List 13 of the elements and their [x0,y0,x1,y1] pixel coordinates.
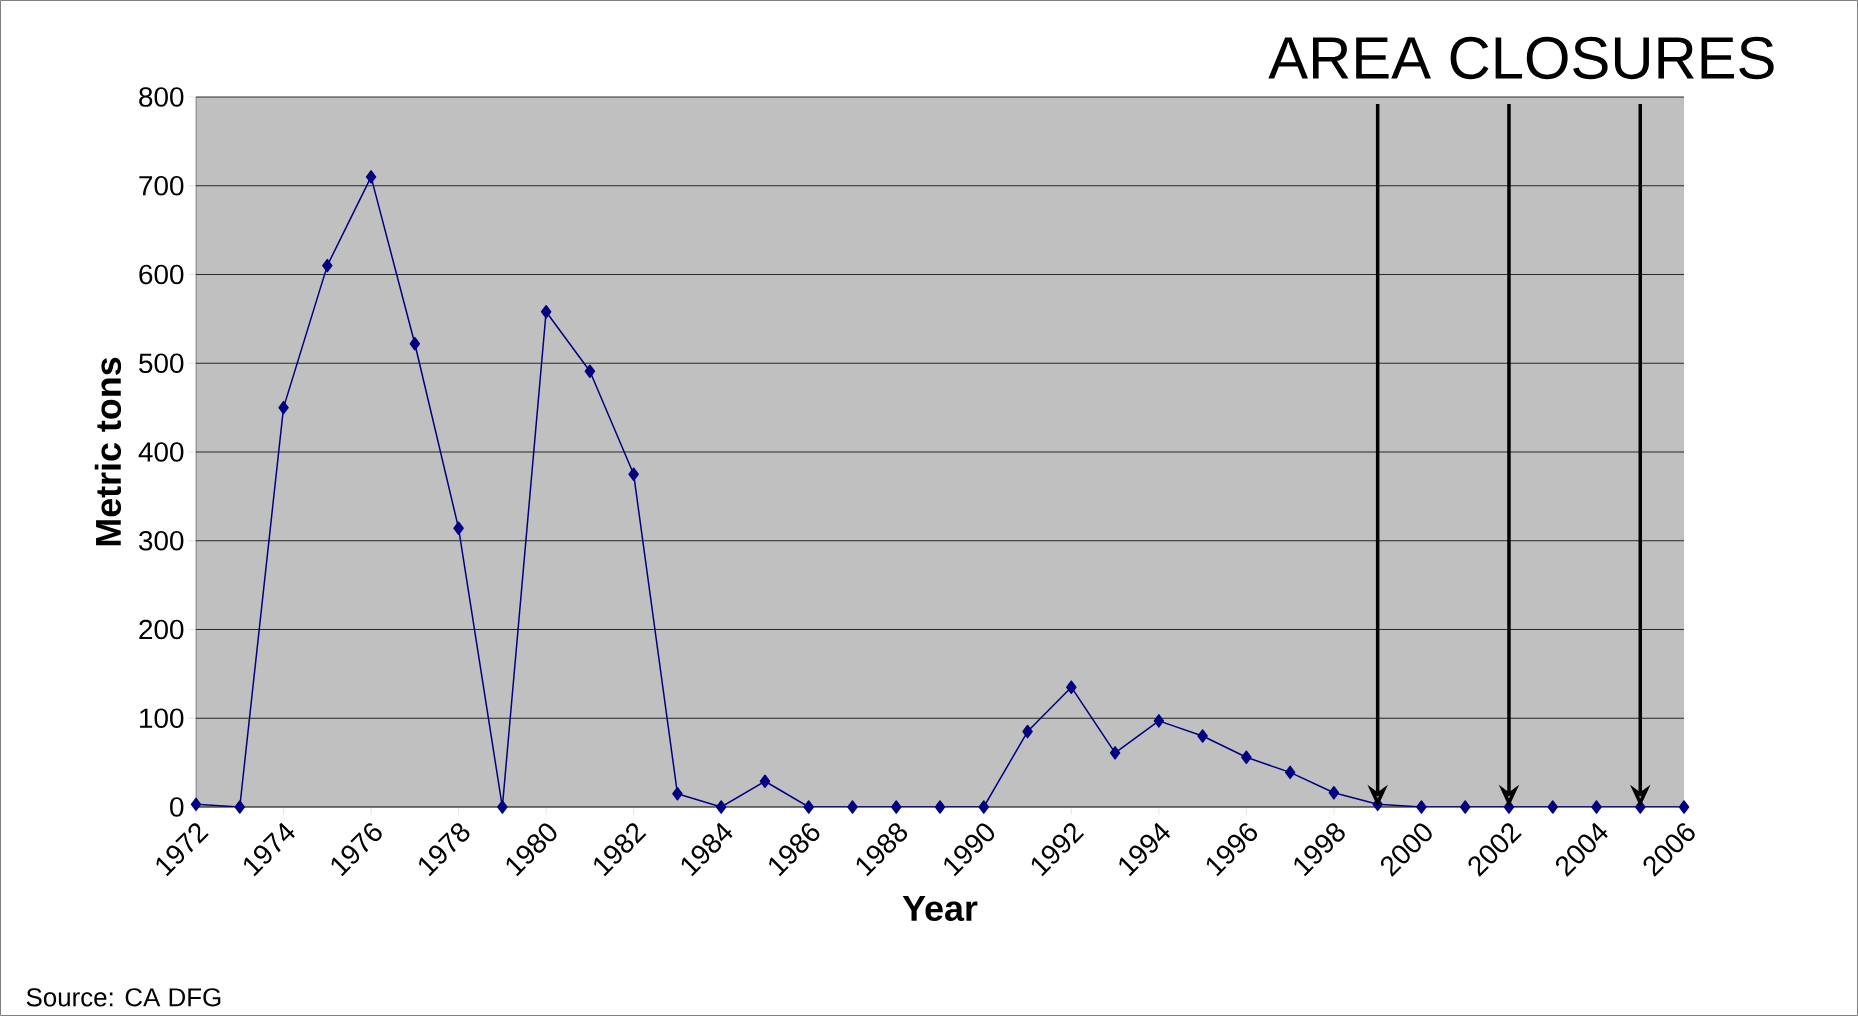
y-tick-label: 0 [170,797,184,817]
y-axis-title: Metric tons [94,357,122,546]
y-tick-label: 500 [139,353,184,374]
y-tick-label: 100 [140,708,184,729]
source-note: Source: CA DFG [26,988,221,1007]
y-tick-label: 200 [139,619,184,640]
x-axis-title: Year [902,896,978,922]
y-tick-label: 300 [139,530,184,551]
y-tick-label: 600 [139,264,184,285]
y-tick-label: 800 [139,87,184,107]
y-tick-label: 400 [138,442,184,462]
text: AREA CLOSURES [1268,36,1774,80]
y-tick-label: 700 [139,175,184,196]
